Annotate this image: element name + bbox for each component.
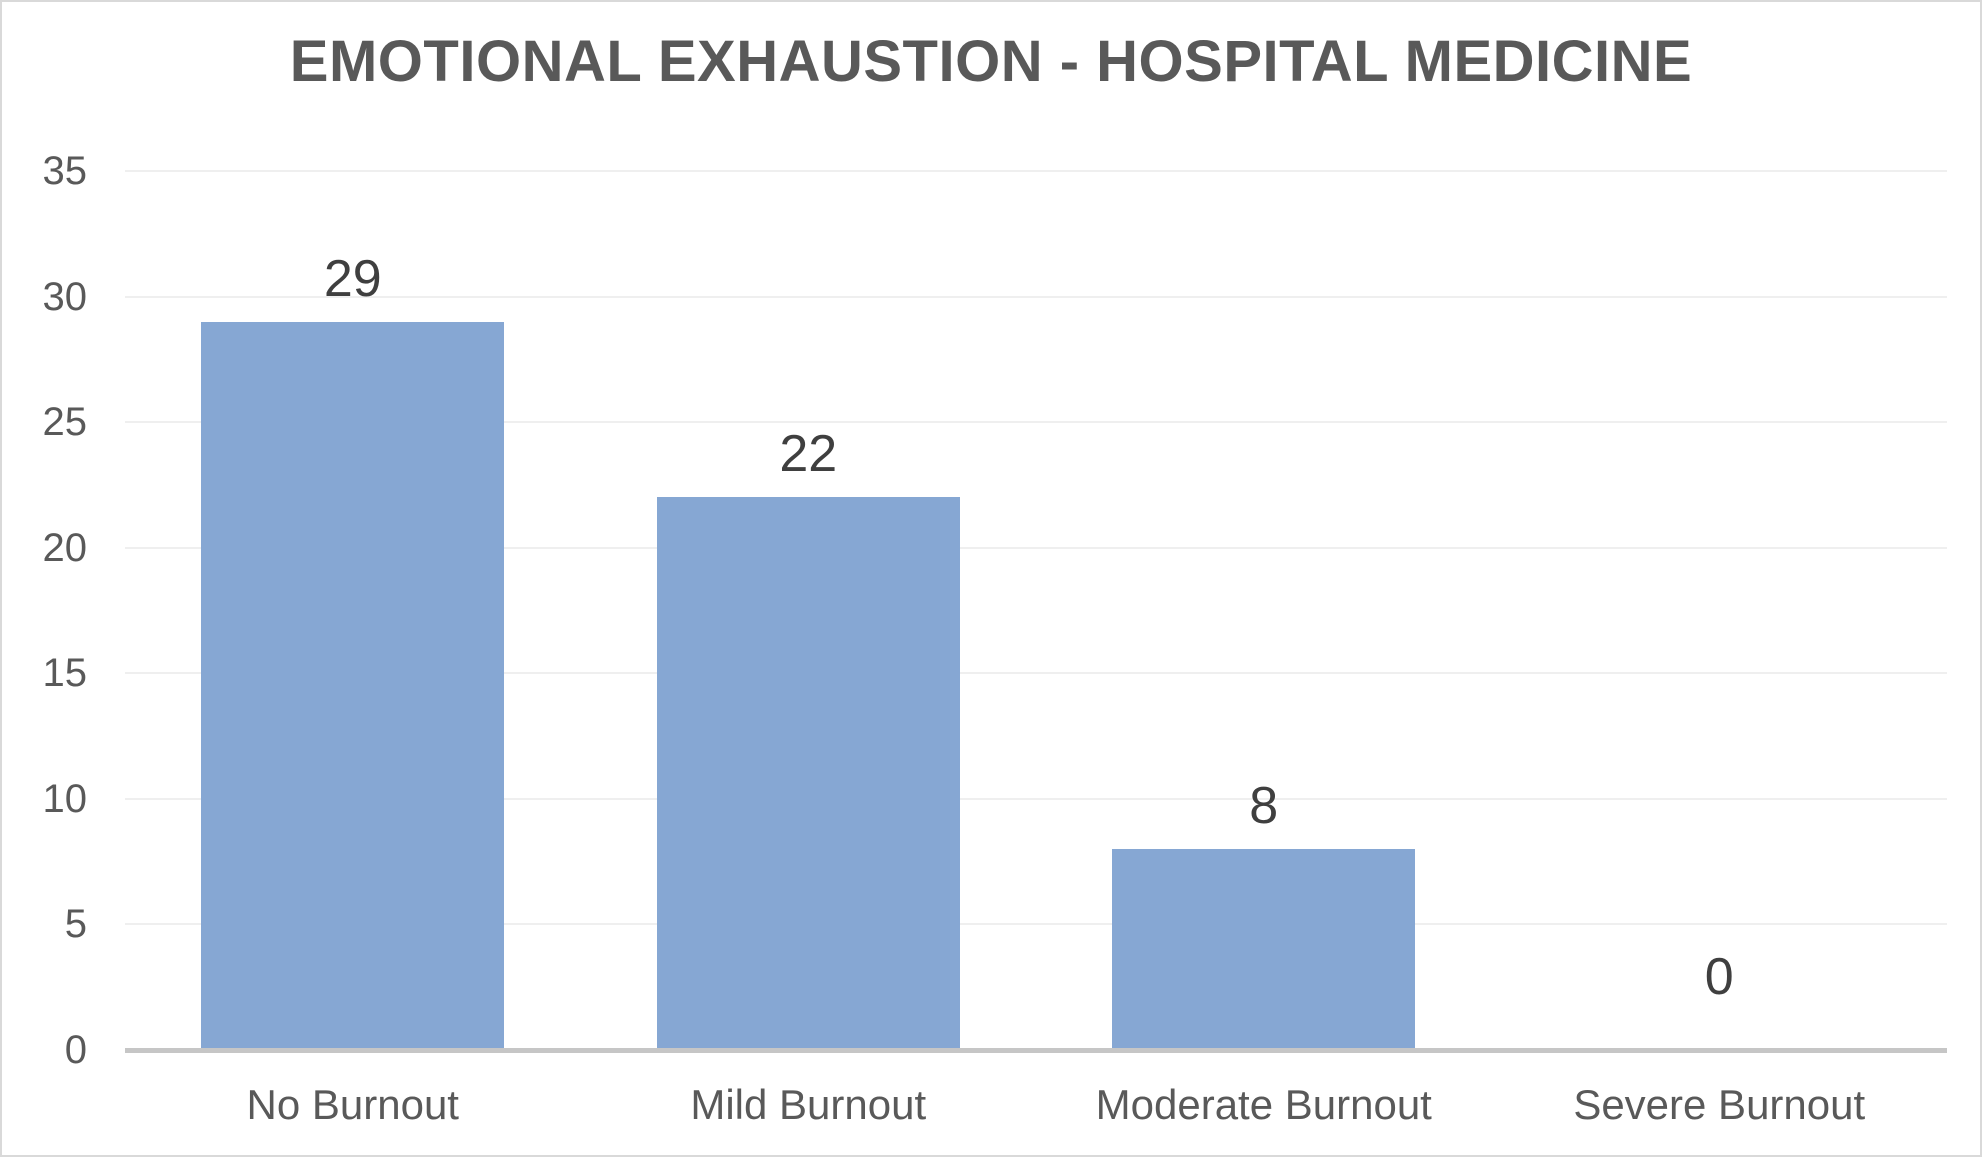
gridline — [125, 797, 1947, 800]
x-category-label: No Burnout — [246, 1081, 459, 1128]
y-tick-label: 5 — [64, 902, 87, 947]
y-tick-label: 20 — [42, 525, 88, 570]
x-category-label: Severe Burnout — [1573, 1081, 1866, 1128]
bar-data-label: 29 — [323, 249, 382, 308]
bar — [1112, 849, 1416, 1050]
gridline — [125, 170, 1947, 172]
gridline — [125, 923, 1947, 926]
gridline — [125, 295, 1947, 298]
gridline — [125, 421, 1947, 424]
y-tick-label: 0 — [64, 1028, 87, 1072]
y-tick-label: 25 — [42, 400, 88, 445]
gridline — [125, 672, 1947, 675]
y-tick-label: 30 — [42, 274, 88, 319]
x-category-label: Mild Burnout — [690, 1081, 927, 1128]
bar-data-label: 8 — [1249, 777, 1279, 836]
bar — [201, 321, 505, 1050]
bar-data-label: 0 — [1704, 948, 1734, 1006]
x-axis-line — [125, 1048, 1947, 1053]
bar — [656, 497, 960, 1050]
bar-data-label: 22 — [779, 425, 838, 484]
chart-title: EMOTIONAL EXHAUSTION - HOSPITAL MEDICINE — [289, 29, 1693, 94]
y-tick-label: 15 — [42, 651, 88, 696]
x-category-label: Moderate Burnout — [1095, 1081, 1432, 1128]
gridline — [125, 546, 1947, 549]
y-tick-label: 10 — [42, 776, 88, 821]
y-tick-label: 35 — [42, 149, 88, 193]
